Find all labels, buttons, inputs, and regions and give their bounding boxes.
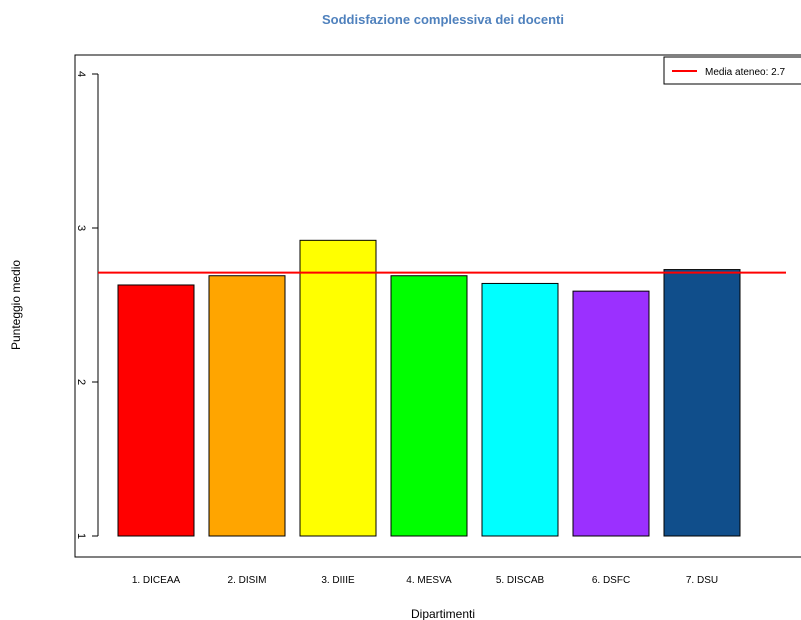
legend: Media ateneo: 2.7 [663, 56, 801, 85]
bar [390, 275, 468, 537]
category-label: 7. DSU [686, 575, 718, 586]
y-axis-label: Punteggio medio [9, 260, 23, 350]
category-label: 1. DICEAA [132, 575, 181, 586]
y-tick-label: 3 [75, 225, 87, 231]
category-label: 6. DSFC [592, 575, 630, 586]
bar [117, 284, 195, 537]
plot-frame [74, 54, 801, 558]
y-tick-label: 2 [75, 379, 87, 385]
category-labels: 1. DICEAA 2. DISIM 3. DIIIE 4. MESVA 5. DISC… [132, 575, 718, 586]
y-tick-label: 4 [75, 71, 87, 77]
bar [481, 282, 559, 537]
category-label: 5. DISCAB [496, 575, 545, 586]
category-label: 3. DIIIE [321, 575, 355, 586]
legend-box [663, 56, 801, 85]
bars-group [117, 239, 741, 537]
bar [299, 239, 377, 537]
bar [572, 290, 650, 537]
category-label: 2. DISIM [228, 575, 267, 586]
category-label: 4. MESVA [406, 575, 452, 586]
y-axis: 1 2 3 4 [75, 71, 99, 539]
chart-title: Soddisfazione complessiva dei docenti [322, 12, 564, 27]
bar [663, 269, 741, 537]
y-tick-label: 1 [75, 533, 87, 539]
bar [208, 275, 286, 537]
legend-label: Media ateneo: 2.7 [705, 67, 785, 78]
x-axis-label: Dipartimenti [411, 607, 475, 620]
